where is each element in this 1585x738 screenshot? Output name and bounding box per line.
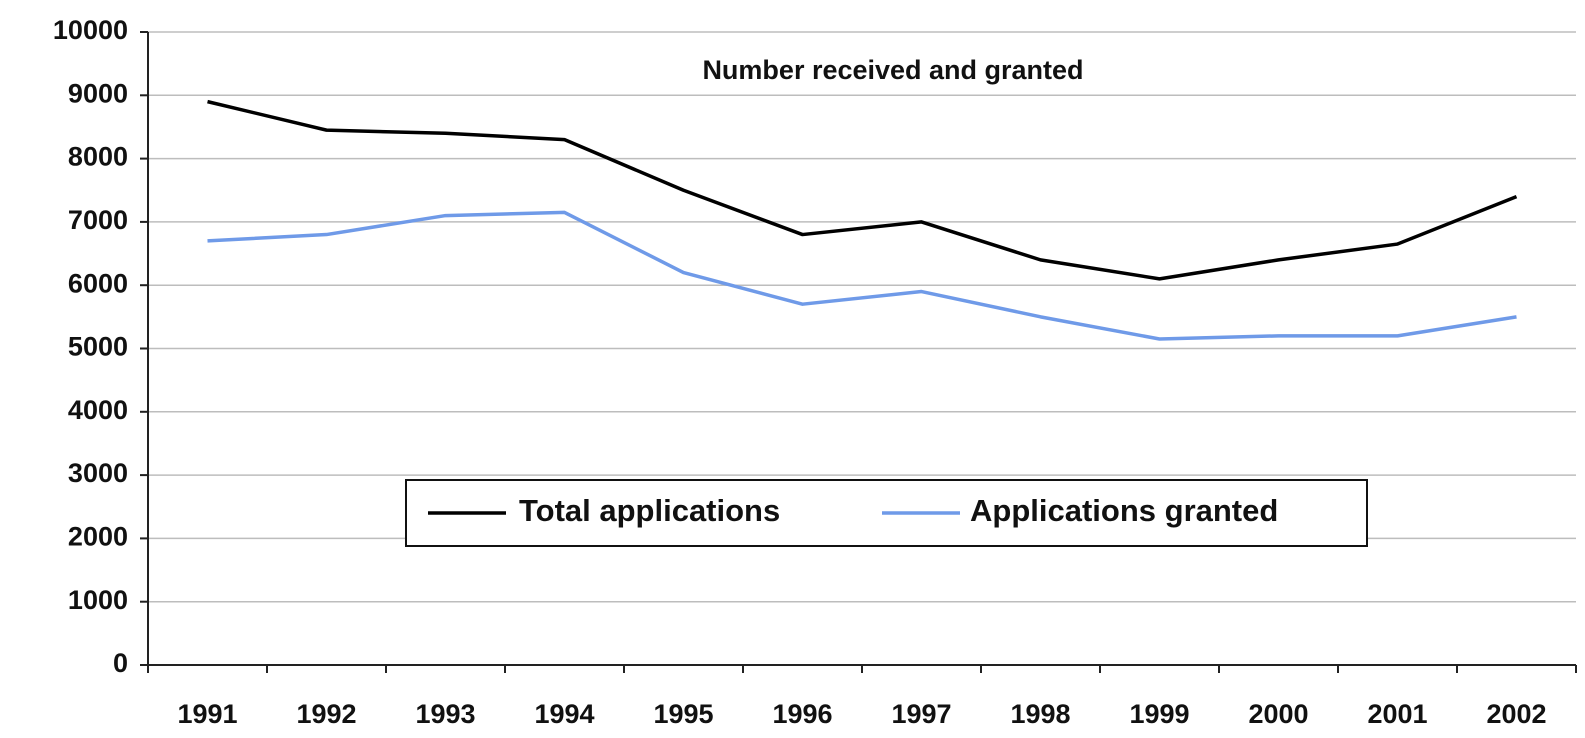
y-tick-label: 9000 [68,78,128,108]
x-tick-label: 2002 [1486,699,1546,729]
y-tick-label: 2000 [68,522,128,552]
x-tick-label: 1998 [1010,699,1070,729]
y-tick-label: 4000 [68,395,128,425]
x-tick-label: 2000 [1248,699,1308,729]
x-tick-label: 2001 [1367,699,1427,729]
x-tick-label: 1996 [772,699,832,729]
series-line [207,99,1518,281]
x-tick-label: 1997 [891,699,951,729]
chart-title: Number received and granted [702,55,1083,85]
x-tick-label: 1994 [534,699,594,729]
legend-box [405,479,1368,547]
y-tick-label: 7000 [68,205,128,235]
y-tick-label: 8000 [68,142,128,172]
legend-label: Applications granted [970,493,1278,528]
x-tick-label: 1999 [1129,699,1189,729]
y-tick-label: 5000 [68,332,128,362]
x-tick-label: 1991 [177,699,237,729]
y-tick-label: 1000 [68,585,128,615]
y-tick-label: 0 [113,648,128,678]
x-tick-label: 1993 [415,699,475,729]
y-tick-label: 10000 [53,15,128,45]
series-line [207,210,1517,341]
y-tick-label: 3000 [68,458,128,488]
x-tick-label: 1995 [653,699,713,729]
legend-label: Total applications [519,493,780,528]
x-tick-label: 1992 [296,699,356,729]
y-tick-label: 6000 [68,268,128,298]
